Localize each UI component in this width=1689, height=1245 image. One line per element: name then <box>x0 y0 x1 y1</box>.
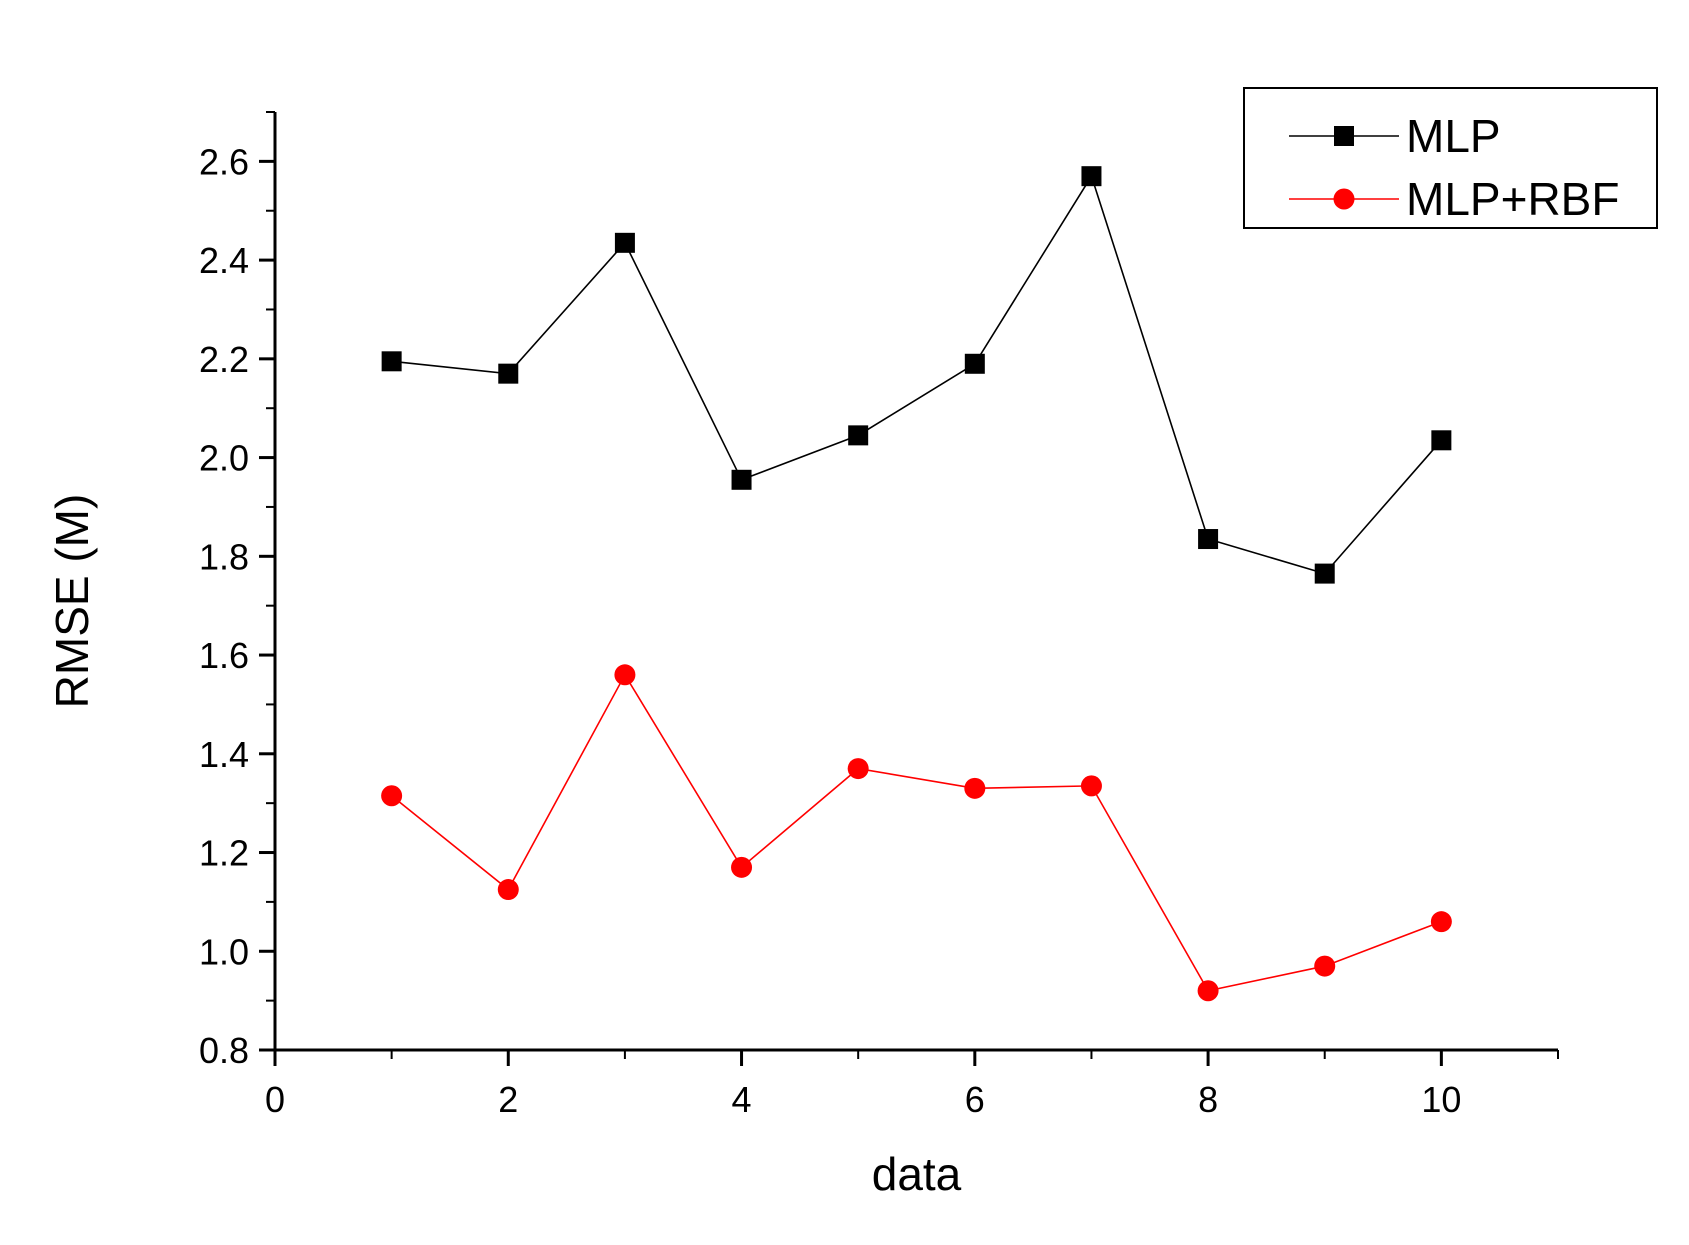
data-point <box>1314 955 1336 977</box>
data-point <box>1430 911 1452 933</box>
data-point <box>381 351 402 372</box>
data-point <box>1198 529 1219 550</box>
data-point <box>1314 563 1335 584</box>
x-axis-title: data <box>872 1148 962 1200</box>
data-point <box>847 758 869 780</box>
data-point <box>964 777 986 799</box>
legend-item: MLP <box>1289 110 1501 162</box>
data-point <box>1431 430 1452 451</box>
x-tick-label: 4 <box>732 1079 752 1120</box>
data-point <box>731 469 752 490</box>
legend-box <box>1243 87 1658 229</box>
x-tick-label: 6 <box>965 1079 985 1120</box>
y-tick-label: 1.0 <box>199 931 249 972</box>
x-tick-label: 10 <box>1421 1079 1461 1120</box>
legend-marker <box>1333 188 1355 210</box>
legend-label: MLP+RBF <box>1406 173 1619 225</box>
y-tick-label: 2.6 <box>199 141 249 182</box>
x-tick-label: 8 <box>1198 1079 1218 1120</box>
data-point <box>381 785 403 807</box>
y-tick-label: 2.4 <box>199 240 249 281</box>
data-point <box>498 363 519 384</box>
y-tick-label: 1.2 <box>199 833 249 874</box>
data-point <box>731 856 753 878</box>
series-line <box>391 174 1442 575</box>
legend: MLP MLP+RBF <box>1243 87 1658 229</box>
axes: 0.8 1.0 1.2 1.4 1.6 1.8 2.0 2.2 2.4 2.6 0 2 4 6 8 10 dat… <box>46 111 1559 1200</box>
series-mlp <box>381 166 1452 584</box>
y-tick-label: 1.8 <box>199 536 249 577</box>
data-point <box>1080 775 1102 797</box>
data-point <box>1197 980 1219 1002</box>
data-point <box>1081 166 1102 187</box>
data-point <box>614 664 636 686</box>
y-tick-label: 1.4 <box>199 734 249 775</box>
data-point <box>964 353 985 374</box>
y-tick-label: 2.2 <box>199 339 249 380</box>
y-axis-title: RMSE (M) <box>46 494 98 709</box>
legend-item: MLP+RBF <box>1289 173 1619 225</box>
data-point <box>497 879 519 901</box>
series-line <box>391 673 1442 992</box>
y-tick-label: 1.6 <box>199 635 249 676</box>
data-point <box>848 425 869 446</box>
x-tick-label: 2 <box>498 1079 518 1120</box>
x-tick-label: 0 <box>265 1079 285 1120</box>
y-tick-label: 0.8 <box>199 1030 249 1071</box>
legend-marker <box>1334 126 1354 146</box>
series-mlp-rbf <box>381 664 1452 1002</box>
series-layer <box>381 166 1452 1002</box>
legend-label: MLP <box>1406 110 1501 162</box>
data-point <box>614 232 635 253</box>
y-tick-label: 2.0 <box>199 438 249 479</box>
